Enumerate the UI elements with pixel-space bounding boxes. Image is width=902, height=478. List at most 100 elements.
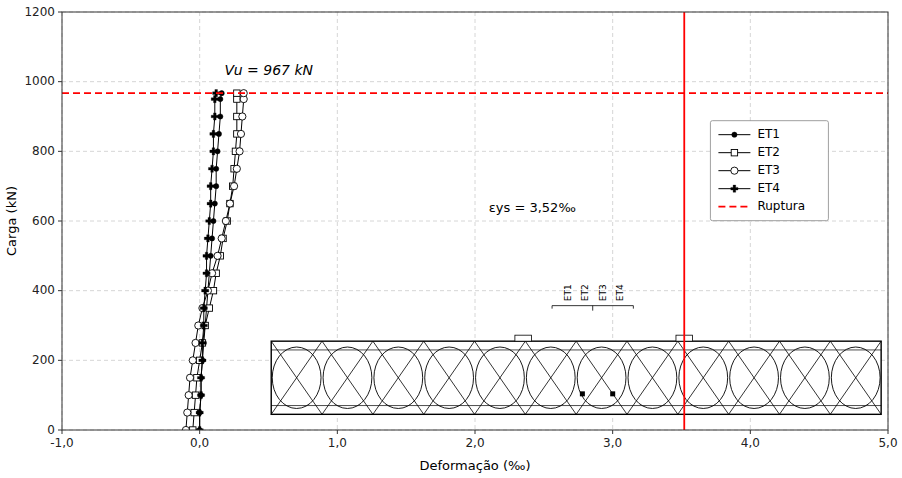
- truss-diagonal: [779, 341, 830, 414]
- data-point: [189, 357, 196, 364]
- legend-box: [710, 121, 828, 221]
- truss-diagonal: [678, 341, 729, 414]
- bracket: [633, 306, 634, 309]
- x-tick: [750, 430, 751, 434]
- annotation: εys = 3,52‰: [489, 200, 576, 215]
- data-point: [186, 374, 193, 381]
- data-point: [204, 235, 211, 242]
- data-point: [218, 235, 225, 242]
- data-point: [200, 304, 207, 311]
- bracket: [552, 306, 553, 309]
- data-point: [210, 148, 217, 155]
- data-point: [222, 217, 229, 224]
- data-point: [211, 113, 218, 120]
- legend-label: ET4: [757, 181, 780, 195]
- y-tick-label: 200: [32, 353, 55, 367]
- legend-swatch: [718, 206, 750, 208]
- series: [190, 90, 240, 430]
- sensor-labels: ET1ET2ET3ET4: [552, 284, 633, 311]
- truss-chord: [271, 349, 881, 350]
- data-point: [198, 393, 203, 398]
- legend-marker: [732, 132, 737, 137]
- data-point: [202, 287, 209, 294]
- x-tick-label: 4,0: [741, 436, 760, 450]
- sensor-label: ET1: [563, 284, 573, 301]
- annotations: Vu = 967 kNεys = 3,52‰: [224, 62, 575, 216]
- x-tick: [62, 430, 63, 434]
- x-tick-label: 3,0: [603, 436, 622, 450]
- data-point: [203, 252, 210, 259]
- truss-diagram: [271, 335, 881, 414]
- y-tick-label: 400: [32, 283, 55, 297]
- data-point: [206, 217, 213, 224]
- data-point: [207, 183, 214, 190]
- series: [182, 90, 247, 430]
- plot-frame: [62, 12, 888, 430]
- data-point: [199, 340, 205, 346]
- chart: ET1ET2ET3ET4 Vu = 967 kNεys = 3,52‰ -1,0 0,…: [0, 0, 902, 478]
- y-tick: [58, 81, 62, 82]
- truss-diagonal: [475, 341, 526, 414]
- rupture-line: [62, 92, 888, 94]
- data-point: [199, 339, 206, 346]
- data-point: [182, 426, 189, 430]
- y-tick-label: 800: [32, 144, 55, 158]
- rupture-vertical-line: [683, 12, 685, 430]
- data-point: [197, 392, 204, 399]
- data-point: [196, 409, 203, 416]
- x-tick: [612, 430, 613, 434]
- data-point: [192, 339, 199, 346]
- data-point: [197, 410, 202, 415]
- truss-diagonal: [525, 341, 576, 414]
- truss-diagonal: [475, 341, 526, 414]
- legend-label: Ruptura: [757, 199, 805, 213]
- x-tick-label: -1,0: [50, 436, 73, 450]
- truss-support: [515, 335, 532, 341]
- truss-frame: [271, 341, 881, 414]
- y-tick-label: 0: [47, 423, 55, 437]
- truss-bg: [271, 341, 881, 414]
- x-tick-label: 0,0: [190, 436, 209, 450]
- legend-label: ET1: [757, 127, 780, 141]
- truss-diagonal: [729, 341, 780, 414]
- x-tick: [199, 430, 200, 434]
- series: [196, 90, 220, 430]
- legend: ET1ET2ET3ET4Ruptura: [710, 121, 828, 221]
- x-axis-label: Deformação (‰): [419, 458, 530, 473]
- legend-marker: [731, 149, 737, 155]
- grid-line: [199, 12, 200, 430]
- sensor-dot: [580, 391, 585, 396]
- sensor-label: ET4: [615, 284, 625, 301]
- sensor-dot: [610, 391, 615, 396]
- series: [197, 91, 224, 430]
- truss-diagonal: [678, 341, 729, 414]
- grid-line: [62, 290, 888, 291]
- x-tick: [475, 430, 476, 434]
- y-tick: [58, 430, 62, 431]
- data-point: [226, 200, 233, 207]
- series-line: [193, 93, 237, 430]
- grid-line: [62, 81, 888, 82]
- y-tick: [58, 360, 62, 361]
- legend-marker: [731, 167, 738, 174]
- data-point: [208, 165, 215, 172]
- truss-diagonal: [729, 341, 780, 414]
- truss-diagonal: [424, 341, 475, 414]
- data-point: [239, 113, 246, 120]
- legend-label: ET2: [757, 145, 780, 159]
- data-point: [207, 200, 214, 207]
- truss-diagonal: [627, 341, 678, 414]
- y-tick: [58, 221, 62, 222]
- truss-diagonal: [322, 341, 373, 414]
- data-point: [185, 392, 192, 399]
- y-tick: [58, 151, 62, 152]
- data-point: [196, 426, 203, 430]
- data-point: [214, 252, 221, 259]
- data-point: [197, 374, 204, 381]
- truss-chord: [271, 405, 881, 406]
- data-point: [203, 270, 210, 277]
- y-tick-label: 600: [32, 214, 55, 228]
- x-tick: [888, 430, 889, 434]
- grid: [62, 12, 888, 430]
- truss-diagonal: [373, 341, 424, 414]
